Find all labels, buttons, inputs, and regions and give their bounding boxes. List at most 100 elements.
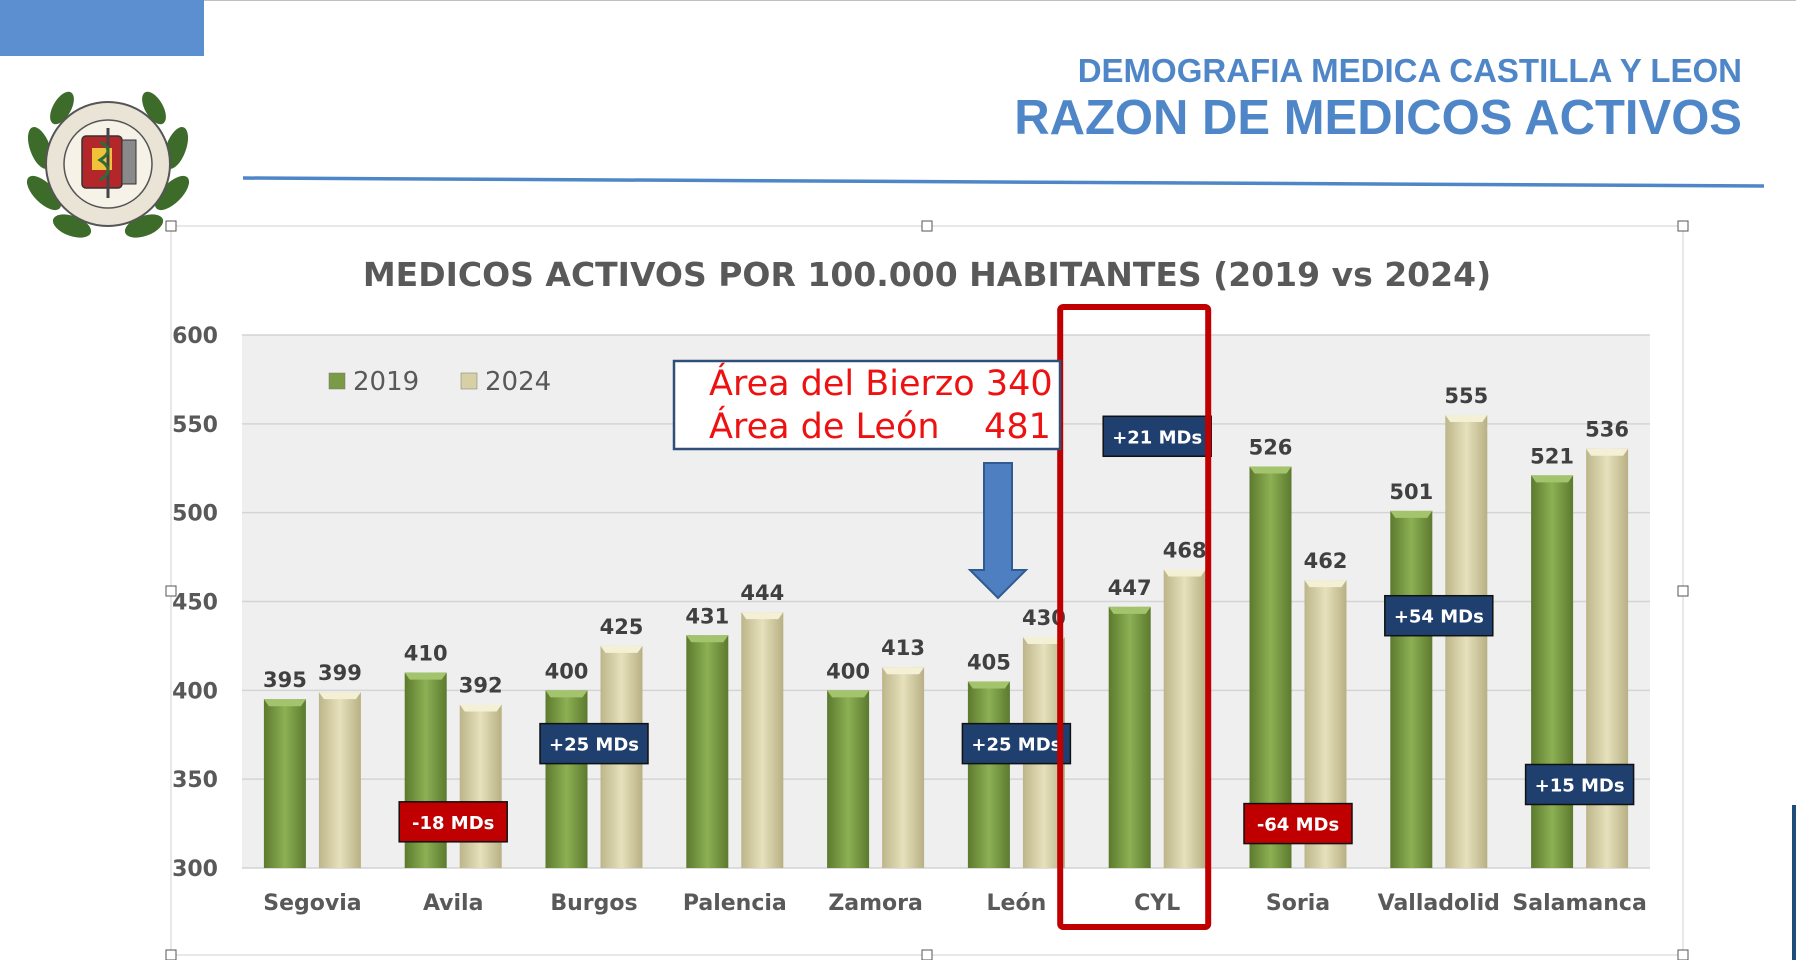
bar-cap [1445,414,1488,422]
bar-cap [600,645,643,653]
value-label: 501 [1389,480,1433,504]
category-label: Segovia [263,891,361,916]
bar-2019-León [967,681,1010,868]
category-label: Zamora [828,891,923,916]
header-subtitle: DEMOGRAFIA MEDICA CASTILLA Y LEON [1077,52,1742,89]
bar-2024-Avila [459,704,502,868]
selection-handle [921,220,933,232]
category-label: CYL [1134,891,1180,916]
bar-2019-Palencia [686,635,729,868]
bar-2019-CYL [1108,606,1151,868]
down-arrow-icon [967,462,1029,600]
value-label: 536 [1585,418,1629,442]
y-tick-label: 400 [172,679,218,704]
header-title: RAZON DE MEDICOS ACTIVOS [1014,91,1742,145]
bar-cap [1586,448,1629,456]
value-label: 405 [967,650,1011,674]
bar-2019-Soria [1249,466,1292,868]
selection-handle [165,949,177,960]
change-badge [1524,763,1635,806]
legend-label-2024: 2024 [485,367,551,397]
change-badge [398,801,508,843]
value-label: 447 [1108,576,1152,600]
y-tick-label: 550 [172,413,218,438]
change-badge [1243,802,1353,845]
value-label: 400 [826,659,870,683]
bar-2024-Palencia [741,612,784,868]
value-label: 425 [600,615,644,639]
selection-handle [1677,949,1689,960]
value-label: 462 [1304,549,1348,573]
category-label: Valladolid [1378,891,1500,916]
y-tick-label: 350 [172,768,218,793]
y-tick-label: 600 [172,324,218,349]
selection-handle [1677,220,1689,232]
bar-2024-Segovia [318,692,361,868]
bar-cap [686,635,729,643]
bar-cap [545,690,588,698]
bar-cap [1108,606,1151,614]
bar-cap [1304,580,1347,588]
bar-2024-Valladolid [1445,414,1488,868]
change-badge-label: +21 MDs [1112,427,1202,448]
bar-cap [459,704,502,712]
bar-2024-CYL [1163,569,1206,868]
bar-cap [263,699,306,707]
callout-line: Área del Bierzo 340 [709,362,1053,404]
change-badge-label: -18 MDs [412,813,494,834]
legend-swatch-2024 [460,372,478,390]
value-label: 431 [685,604,729,628]
value-label: 400 [545,659,589,683]
value-label: 526 [1249,435,1293,459]
change-badge-label: -64 MDs [1257,815,1339,836]
value-label: 521 [1530,444,1574,468]
legend-label-2019: 2019 [353,367,419,397]
value-label: 468 [1163,539,1207,563]
bar-cap [882,667,925,675]
bar-cap [967,681,1010,689]
value-label: 392 [459,674,503,698]
value-label: 555 [1444,384,1488,408]
slide-edge-accent [1792,805,1796,960]
bar-2019-Burgos [545,690,588,868]
y-tick-label: 500 [172,502,218,527]
corner-accent-block [0,0,204,56]
value-label: 399 [318,661,362,685]
change-badge-label: +25 MDs [971,735,1061,756]
category-label: Avila [423,891,484,916]
bar-cap [404,672,447,680]
bar-cap [1531,475,1574,483]
change-badge-label: +25 MDs [549,735,639,756]
bar-2024-Zamora [882,667,925,868]
selection-handle [165,220,177,232]
bar-cap [1249,466,1292,474]
bar-cap [1022,637,1065,645]
category-label: Soria [1266,891,1330,916]
category-label: Salamanca [1512,891,1646,916]
bar-2019-Valladolid [1390,510,1433,868]
callout-line: Área de León 481 [709,405,1051,447]
bar-2019-Segovia [263,699,306,868]
bar-cap [741,612,784,620]
change-badge-label: +15 MDs [1535,775,1625,796]
bar-cap [318,692,361,700]
bar-2019-Zamora [827,690,870,868]
change-badge [539,722,649,765]
change-badge [961,722,1072,765]
selection-handle [1677,585,1689,597]
category-label: León [987,891,1047,916]
change-badge-label: +54 MDs [1394,607,1484,628]
bar-cap [1163,569,1206,577]
college-seal-logo [26,91,190,238]
category-label: Burgos [550,891,637,916]
bar-cap [827,690,870,698]
top-border [0,0,1796,1]
legend-swatch-2019 [328,372,346,390]
y-tick-label: 450 [172,591,218,616]
chart-title: MEDICOS ACTIVOS POR 100.000 HABITANTES (… [363,255,1491,294]
callout-box [672,359,1062,451]
value-label: 444 [740,581,784,605]
highlight-box-cyl [1057,304,1212,930]
value-label: 413 [881,636,925,660]
